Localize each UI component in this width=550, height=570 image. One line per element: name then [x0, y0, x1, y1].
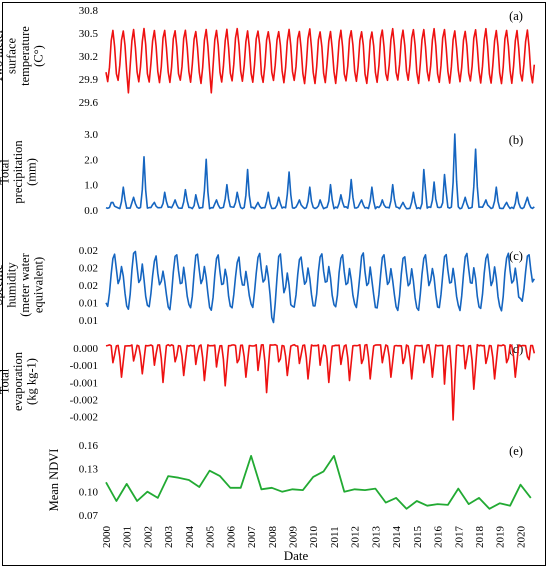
ylabel-a-line-3: (C°) [31, 45, 45, 67]
ylabel-d-line-1: evaporation [11, 351, 25, 411]
ytick-label-c-0: 0.01 [79, 315, 98, 327]
xtick-label-2014: 2014 [391, 526, 403, 549]
ytick-label-c-3: 0.02 [79, 263, 98, 275]
xtick-label-2011: 2011 [329, 526, 341, 548]
ylabel-b-line-2: (mm) [25, 158, 39, 186]
xtick-label-2002: 2002 [142, 526, 154, 548]
xtick-label-2013: 2013 [370, 526, 382, 549]
ylabel-c-line-3: equivalent) [31, 257, 45, 313]
ylabel-a-line-1: surface [4, 38, 18, 75]
ytick-label-b-3: 3.0 [84, 129, 98, 141]
panel-label-b: (b) [509, 133, 524, 147]
ytick-label-d-1: -0.001 [70, 360, 98, 372]
ylabel-c-line-2: (meter water [18, 252, 32, 316]
ytick-label-e-3: 0.16 [79, 440, 99, 452]
panel-label-e: (e) [509, 444, 523, 458]
ylabel-b-line-1: precipitation [11, 140, 25, 204]
series-line-c [105, 250, 535, 324]
ytick-label-c-2: 0.02 [79, 280, 98, 292]
xtick-label-2019: 2019 [495, 526, 507, 549]
ytick-label-d-3: -0.002 [70, 394, 98, 406]
xtick-label-2007: 2007 [246, 526, 258, 549]
ytick-label-b-2: 2.0 [84, 154, 98, 166]
panel-label-d: (d) [509, 342, 524, 356]
xtick-label-2018: 2018 [474, 526, 486, 549]
series-line-d [105, 343, 536, 421]
x-axis-title: Date [284, 548, 309, 563]
xtick-label-2003: 2003 [163, 526, 175, 549]
ytick-label-e-0: 0.07 [79, 510, 99, 522]
ytick-label-c-4: 0.02 [79, 245, 98, 257]
ytick-label-a-2: 30.2 [79, 51, 98, 63]
series-line-a [105, 27, 536, 94]
figure-frame [2, 2, 546, 566]
xtick-label-2005: 2005 [205, 526, 217, 549]
xtick-label-2009: 2009 [288, 526, 300, 549]
panel-label-c: (c) [509, 249, 523, 263]
ylabel-d-line-2: (kg kg-1) [25, 358, 39, 405]
ytick-label-e-2: 0.13 [79, 463, 99, 475]
series-line-b [105, 133, 535, 210]
xtick-label-2016: 2016 [433, 526, 445, 549]
ylabel-a-line-0: Two meter [0, 28, 5, 82]
ytick-label-a-4: 30.8 [79, 5, 99, 17]
ytick-label-b-1: 1.0 [84, 180, 98, 192]
ytick-label-b-0: 0.0 [84, 205, 98, 217]
ylabel-d-line-0: Total [0, 368, 12, 394]
xtick-label-2001: 2001 [122, 526, 134, 548]
ytick-label-a-1: 29.9 [79, 74, 99, 86]
ylabel-c-line-0: Specific [0, 264, 5, 305]
ytick-label-a-0: 29.6 [79, 97, 99, 109]
xtick-label-2012: 2012 [350, 526, 362, 548]
ytick-label-d-0: 0.000 [73, 343, 98, 355]
xtick-label-2006: 2006 [225, 526, 237, 549]
xtick-label-2000: 2000 [101, 526, 113, 549]
panel-label-a: (a) [509, 9, 523, 23]
xtick-label-2017: 2017 [453, 526, 465, 549]
ytick-label-d-4: -0.002 [70, 412, 98, 424]
xtick-label-2004: 2004 [184, 526, 196, 549]
series-line-e [105, 455, 532, 510]
ytick-label-c-1: 0.01 [79, 298, 98, 310]
xtick-label-2020: 2020 [515, 526, 527, 549]
ylabel-c-line-1: humidity [4, 262, 18, 308]
xtick-label-2008: 2008 [267, 526, 279, 549]
ylabel-e-line-0: Mean NDVI [47, 449, 61, 512]
ylabel-b-line-0: Total [0, 159, 12, 185]
ylabel-a-line-2: temperature [18, 26, 32, 86]
xtick-label-2010: 2010 [308, 526, 320, 549]
ytick-label-e-1: 0.10 [79, 487, 99, 499]
ytick-label-a-3: 30.5 [79, 28, 99, 40]
ytick-label-d-2: -0.001 [70, 377, 98, 389]
xtick-label-2015: 2015 [412, 526, 424, 549]
